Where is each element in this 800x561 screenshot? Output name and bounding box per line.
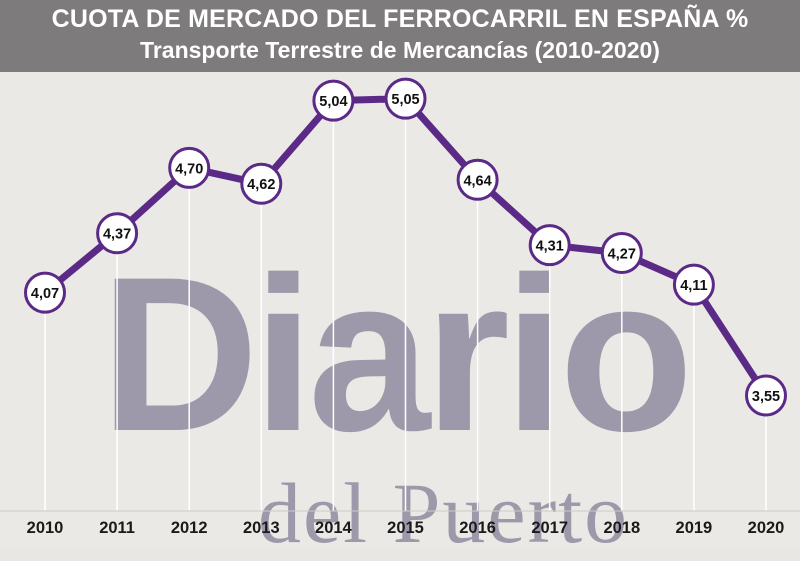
data-point-2014: 5,04	[312, 79, 355, 122]
data-label: 4,11	[680, 278, 707, 294]
data-marker	[456, 158, 499, 201]
data-marker	[24, 271, 66, 314]
x-tick-label: 2017	[531, 519, 568, 537]
x-tick-label: 2013	[243, 519, 280, 537]
x-tick-label: 2019	[676, 519, 713, 537]
watermark-subtitle: del Puerto	[258, 465, 630, 561]
markers-group: 4,07 4,37 4,70 4,62 5,04 5,05 4,64 4,31 4,27 4,11…	[24, 77, 787, 417]
data-label: 4,27	[608, 247, 636, 263]
line-chart: 4,07 4,37 4,70 4,62 5,04 5,05 4,64 4,31 4,27 4,11…	[0, 77, 800, 537]
x-tick-label: 2010	[27, 519, 64, 537]
data-point-2020: 3,55	[745, 374, 787, 417]
data-point-2011: 4,37	[96, 212, 139, 255]
gridlines	[44, 118, 767, 511]
chart-subtitle: Transporte Terrestre de Mercancías (2010…	[140, 37, 660, 63]
data-point-2018: 4,27	[600, 232, 643, 275]
watermark-logo: Diario	[100, 231, 693, 477]
data-label: 4,37	[103, 227, 131, 243]
data-point-2013: 4,62	[240, 162, 283, 205]
data-point-2017: 4,31	[528, 224, 571, 267]
x-tick-label: 2016	[459, 519, 496, 537]
data-point-2019: 4,11	[672, 263, 715, 306]
chart-header: CUOTA DE MERCADO DEL FERROCARRIL EN ESPA…	[0, 0, 800, 72]
data-label: 5,04	[319, 94, 347, 110]
data-label: 4,31	[536, 239, 564, 255]
data-point-2010: 4,07	[24, 271, 66, 314]
chart-title: CUOTA DE MERCADO DEL FERROCARRIL EN ESPA…	[51, 5, 749, 33]
x-tick-label: 2018	[603, 519, 640, 537]
data-marker	[96, 212, 139, 255]
x-tick-labels: 2010 2011 2012 2013 2014 2015 2016 2017 2018 2019…	[27, 519, 785, 537]
data-marker	[745, 374, 787, 417]
data-label: 4,62	[247, 177, 275, 193]
data-marker	[384, 77, 427, 120]
data-marker	[672, 263, 715, 306]
data-marker	[312, 79, 355, 122]
data-marker	[240, 162, 283, 205]
data-marker	[528, 224, 571, 267]
data-point-2016: 4,64	[456, 158, 499, 201]
data-label: 5,05	[391, 92, 419, 108]
data-label: 4,70	[175, 161, 203, 177]
data-label: 4,07	[31, 286, 59, 302]
x-tick-label: 2020	[748, 519, 785, 537]
data-label: 3,55	[752, 389, 780, 405]
x-tick-label: 2015	[387, 519, 424, 537]
data-point-2012: 4,70	[168, 146, 211, 189]
data-point-2015: 5,05	[384, 77, 427, 120]
data-label: 4,64	[463, 173, 491, 189]
data-marker	[600, 232, 643, 275]
plot-area: Diario del Puerto	[0, 72, 800, 556]
x-tick-label: 2011	[99, 519, 135, 537]
x-tick-label: 2012	[171, 519, 208, 537]
x-tick-label: 2014	[315, 519, 353, 537]
data-marker	[168, 146, 211, 189]
